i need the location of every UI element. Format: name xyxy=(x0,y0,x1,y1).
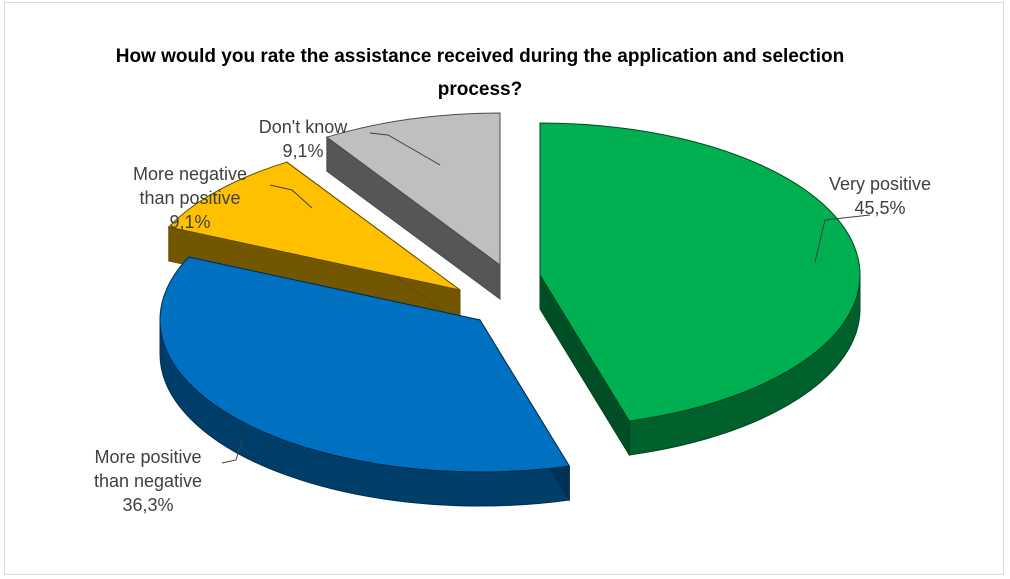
pie-slice-1 xyxy=(159,256,571,507)
slice-value-label-1: 36,3% xyxy=(122,495,173,515)
leader-line-1 xyxy=(221,439,243,464)
slice-category-label-3: Don't know xyxy=(259,117,348,137)
slice-category-label-0: Very positive xyxy=(829,174,931,194)
slice-category-label-1: than negative xyxy=(94,471,202,491)
pie-slice-3 xyxy=(325,112,501,300)
chart-title: How would you rate the assistance receiv… xyxy=(115,46,845,100)
slice-top xyxy=(159,256,571,473)
slice-top xyxy=(167,161,461,291)
slice-value-label-3: 9,1% xyxy=(282,141,323,161)
leader-line-3 xyxy=(369,132,441,166)
leader-line-0 xyxy=(814,214,871,263)
slice-top xyxy=(325,112,501,266)
slice-category-label-2: than positive xyxy=(139,188,240,208)
slice-top xyxy=(539,122,861,422)
slice-category-label-2: More negative xyxy=(133,164,247,184)
pie-slice-0 xyxy=(539,122,861,457)
slice-category-label-1: More positive xyxy=(94,447,201,467)
slice-value-label-2: 9,1% xyxy=(169,212,210,232)
leader-line-2 xyxy=(269,184,313,209)
slice-value-label-0: 45,5% xyxy=(854,198,905,218)
